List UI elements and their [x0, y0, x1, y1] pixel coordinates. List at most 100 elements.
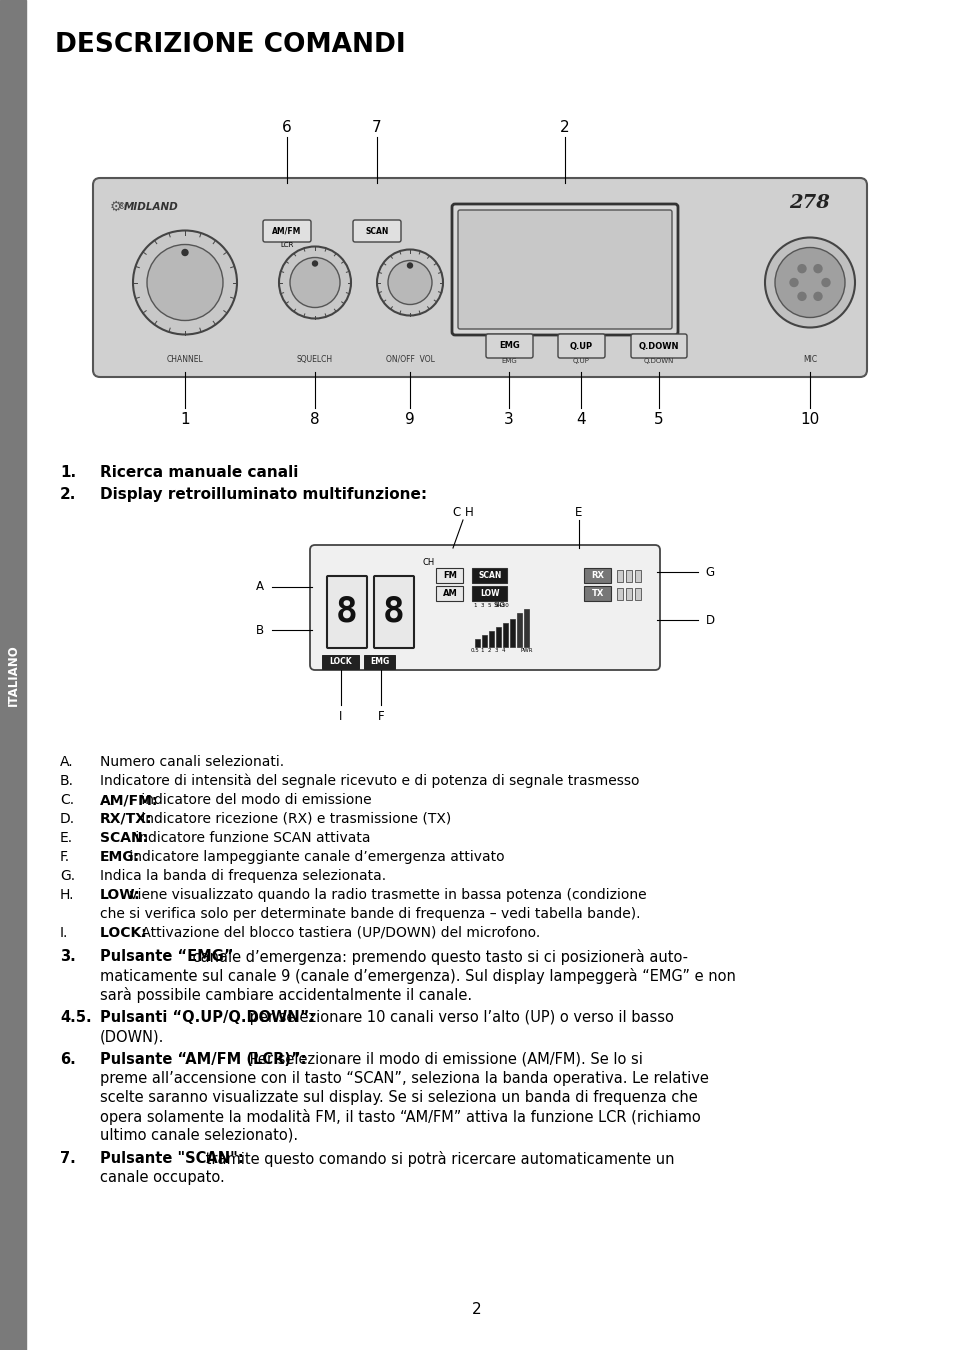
Text: I: I [339, 710, 342, 724]
Bar [625, 589, 631, 599]
Text: 1.: 1. [60, 464, 76, 481]
Text: FM: FM [442, 571, 456, 579]
Text: (DOWN).: (DOWN). [100, 1029, 164, 1044]
Text: EMG: EMG [498, 342, 519, 351]
Bar [517, 613, 521, 647]
Text: C.: C. [60, 792, 74, 807]
Text: A: A [255, 580, 264, 594]
FancyBboxPatch shape [452, 204, 678, 335]
Circle shape [797, 265, 805, 273]
FancyBboxPatch shape [472, 567, 507, 582]
Circle shape [290, 258, 339, 308]
Text: Ricerca manuale canali: Ricerca manuale canali [100, 464, 298, 481]
Circle shape [388, 261, 432, 305]
Text: ⚙: ⚙ [110, 200, 122, 215]
Text: canale occupato.: canale occupato. [100, 1170, 225, 1185]
Bar [617, 570, 622, 582]
Circle shape [797, 293, 805, 300]
FancyBboxPatch shape [630, 333, 686, 358]
Text: AM: AM [442, 589, 456, 598]
Circle shape [821, 278, 829, 286]
Text: maticamente sul canale 9 (canale d’emergenza). Sul display lampeggerà “EMG” e no: maticamente sul canale 9 (canale d’emerg… [100, 968, 735, 984]
Text: Numero canali selezionati.: Numero canali selezionati. [100, 755, 284, 770]
Circle shape [789, 278, 797, 286]
Circle shape [813, 293, 821, 300]
Text: 7.: 7. [60, 1152, 75, 1166]
Bar [635, 589, 640, 599]
Text: SQUELCH: SQUELCH [296, 355, 333, 364]
FancyBboxPatch shape [327, 576, 367, 648]
Text: opera solamente la modalità FM, il tasto “AM/FM” attiva la funzione LCR (richiam: opera solamente la modalità FM, il tasto… [100, 1108, 700, 1125]
Text: SCAN:: SCAN: [100, 832, 148, 845]
Text: sarà possibile cambiare accidentalmente il canale.: sarà possibile cambiare accidentalmente … [100, 987, 472, 1003]
FancyBboxPatch shape [457, 211, 671, 329]
Bar [617, 589, 622, 599]
Bar [502, 622, 507, 647]
FancyBboxPatch shape [263, 220, 311, 242]
Text: Pulsanti “Q.UP/Q.DOWN”:: Pulsanti “Q.UP/Q.DOWN”: [100, 1010, 314, 1025]
Text: C H: C H [452, 505, 473, 518]
Text: Q.UP: Q.UP [572, 358, 589, 364]
Bar [496, 626, 500, 647]
Text: LOCK:: LOCK: [100, 926, 152, 940]
Circle shape [813, 265, 821, 273]
Bar [481, 634, 486, 647]
Text: +30: +30 [497, 603, 508, 608]
Text: che si verifica solo per determinate bande di frequenza – vedi tabella bande).: che si verifica solo per determinate ban… [100, 907, 639, 921]
Text: Indicatore di intensità del segnale ricevuto e di potenza di segnale trasmesso: Indicatore di intensità del segnale rice… [100, 774, 639, 788]
Text: ultimo canale selezionato).: ultimo canale selezionato). [100, 1129, 297, 1143]
Text: 3: 3 [479, 603, 483, 608]
Text: CHANNEL: CHANNEL [167, 355, 203, 364]
Text: Indica la banda di frequenza selezionata.: Indica la banda di frequenza selezionata… [100, 869, 386, 883]
Text: Pulsante “EMG”: Pulsante “EMG” [100, 949, 233, 964]
Text: Q.DOWN: Q.DOWN [643, 358, 674, 364]
Text: 2: 2 [472, 1303, 481, 1318]
Text: F: F [377, 710, 384, 724]
Text: ON/OFF  VOL: ON/OFF VOL [385, 355, 434, 364]
Text: 8: 8 [310, 413, 319, 428]
Bar [489, 630, 494, 647]
Circle shape [764, 238, 854, 328]
Text: PWR: PWR [520, 648, 533, 653]
Text: B: B [255, 624, 264, 636]
Text: 4: 4 [576, 413, 585, 428]
Text: Pulsante “AM/FM (LCR)”:: Pulsante “AM/FM (LCR)”: [100, 1052, 306, 1066]
Bar [0, 0, 26, 1350]
Text: Q.UP: Q.UP [569, 342, 593, 351]
Text: RX/TX:: RX/TX: [100, 811, 152, 826]
Text: MIDLAND: MIDLAND [124, 202, 178, 212]
Text: SIG: SIG [493, 602, 504, 608]
Text: Per selezionare il modo di emissione (AM/FM). Se lo si: Per selezionare il modo di emissione (AM… [245, 1052, 642, 1066]
Text: CH: CH [422, 558, 435, 567]
Text: LOW:: LOW: [100, 888, 140, 902]
FancyBboxPatch shape [584, 567, 611, 582]
FancyBboxPatch shape [584, 586, 611, 601]
Circle shape [278, 247, 351, 319]
Bar [625, 570, 631, 582]
Text: LOW: LOW [479, 589, 499, 598]
Text: D: D [704, 613, 714, 626]
Circle shape [147, 244, 223, 320]
FancyBboxPatch shape [436, 567, 463, 582]
Text: 1: 1 [473, 603, 476, 608]
Text: 3: 3 [494, 648, 497, 653]
Text: 1: 1 [479, 648, 483, 653]
Text: A.: A. [60, 755, 73, 770]
Text: 0.5: 0.5 [470, 648, 478, 653]
FancyBboxPatch shape [436, 586, 463, 601]
Circle shape [774, 247, 844, 317]
Text: AM/FM: AM/FM [272, 227, 301, 235]
Circle shape [407, 263, 412, 269]
Text: 6.: 6. [60, 1052, 75, 1066]
Text: SCAN: SCAN [477, 571, 501, 579]
Text: EMG: EMG [370, 657, 389, 666]
Bar [635, 570, 640, 582]
Text: MIC: MIC [802, 355, 816, 364]
Text: I.: I. [60, 926, 69, 940]
Text: viene visualizzato quando la radio trasmette in bassa potenza (condizione: viene visualizzato quando la radio trasm… [125, 888, 646, 902]
Text: ®: ® [118, 202, 126, 212]
Text: 278: 278 [788, 194, 829, 212]
Text: 7: 7 [372, 120, 381, 135]
Bar [510, 620, 515, 647]
Text: Attivazione del blocco tastiera (UP/DOWN) del microfono.: Attivazione del blocco tastiera (UP/DOWN… [137, 926, 540, 940]
